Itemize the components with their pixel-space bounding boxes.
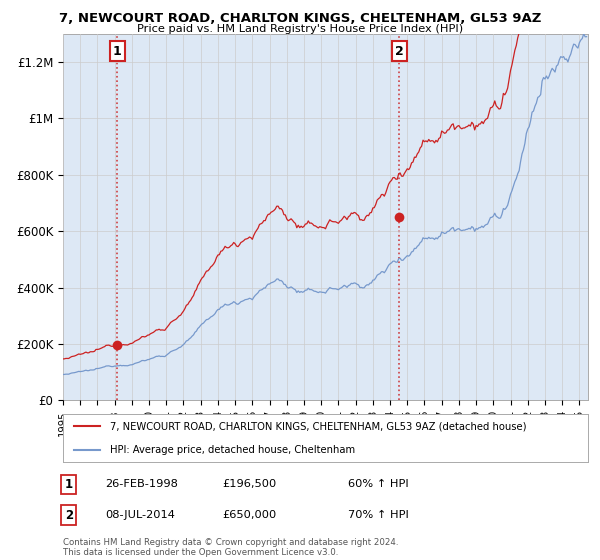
Text: 2: 2	[395, 45, 403, 58]
Text: 1: 1	[65, 478, 73, 491]
Text: 2: 2	[65, 508, 73, 522]
Text: 7, NEWCOURT ROAD, CHARLTON KINGS, CHELTENHAM, GL53 9AZ (detached house): 7, NEWCOURT ROAD, CHARLTON KINGS, CHELTE…	[110, 421, 527, 431]
Text: £650,000: £650,000	[222, 510, 276, 520]
Text: 70% ↑ HPI: 70% ↑ HPI	[348, 510, 409, 520]
Text: 26-FEB-1998: 26-FEB-1998	[105, 479, 178, 489]
Text: Price paid vs. HM Land Registry's House Price Index (HPI): Price paid vs. HM Land Registry's House …	[137, 24, 463, 34]
Text: 1: 1	[113, 45, 122, 58]
Text: Contains HM Land Registry data © Crown copyright and database right 2024.
This d: Contains HM Land Registry data © Crown c…	[63, 538, 398, 557]
Text: 08-JUL-2014: 08-JUL-2014	[105, 510, 175, 520]
Text: 7, NEWCOURT ROAD, CHARLTON KINGS, CHELTENHAM, GL53 9AZ: 7, NEWCOURT ROAD, CHARLTON KINGS, CHELTE…	[59, 12, 541, 25]
Text: HPI: Average price, detached house, Cheltenham: HPI: Average price, detached house, Chel…	[110, 445, 355, 455]
Text: £196,500: £196,500	[222, 479, 276, 489]
Text: 60% ↑ HPI: 60% ↑ HPI	[348, 479, 409, 489]
